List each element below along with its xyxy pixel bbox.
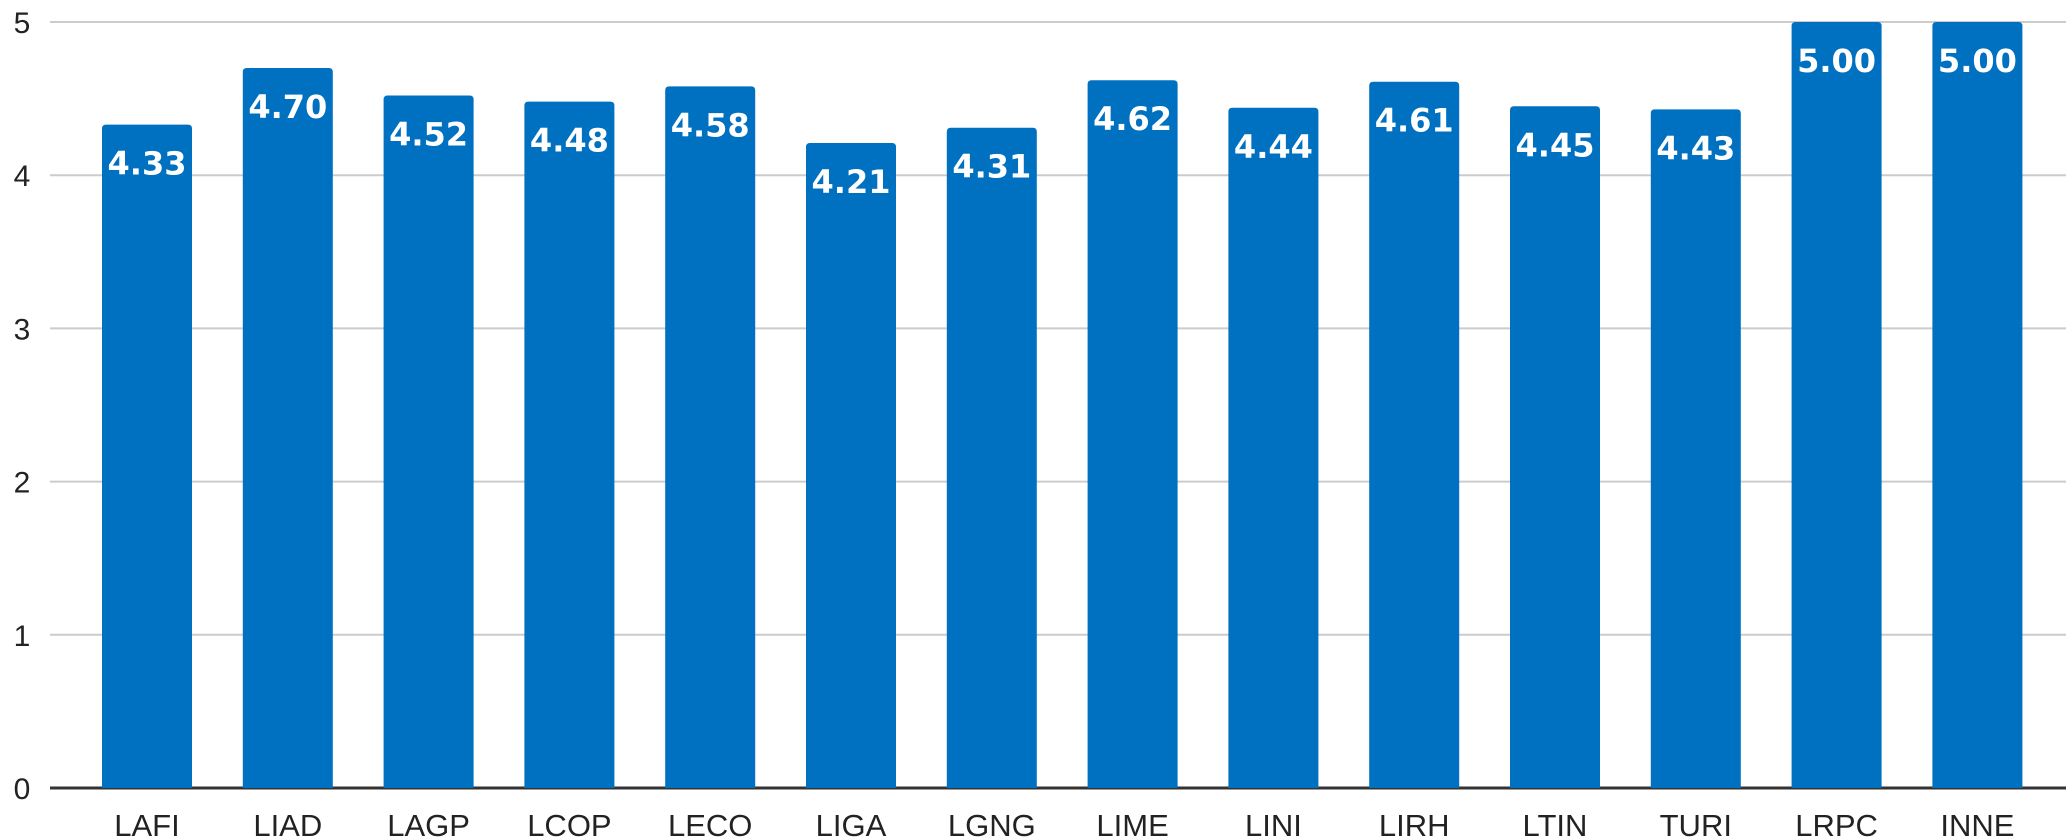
x-tick-label-lgng: LGNG bbox=[948, 808, 1036, 840]
x-tick-label-lafi: LAFI bbox=[114, 808, 179, 840]
y-tick-label: 0 bbox=[14, 773, 31, 806]
data-label-lime: 4.62 bbox=[1093, 100, 1172, 138]
bar-leco bbox=[665, 86, 756, 789]
y-axis-ticks: 0 1 2 3 4 5 bbox=[14, 7, 31, 806]
bar-lafi bbox=[102, 124, 192, 789]
data-label-inne: 5.00 bbox=[1938, 42, 2017, 80]
x-tick-label-lcop: LCOP bbox=[527, 808, 611, 840]
data-label-lini: 4.44 bbox=[1234, 128, 1313, 166]
bar-lrpc bbox=[1791, 22, 1882, 788]
data-label-liad: 4.70 bbox=[248, 88, 327, 126]
x-axis-ticks: LAFI LIAD LAGP LCOP LECO LIGA LGNG LIME LINI LIRH… bbox=[114, 808, 2014, 840]
bar-lcop bbox=[524, 101, 615, 788]
x-tick-label-lini: LINI bbox=[1245, 808, 1302, 840]
x-tick-label-lrpc: LRPC bbox=[1795, 808, 1878, 840]
x-tick-label-turi: TURI bbox=[1660, 808, 1732, 840]
data-label-turi: 4.43 bbox=[1656, 129, 1735, 167]
data-label-liga: 4.21 bbox=[812, 163, 891, 201]
y-tick-label: 5 bbox=[14, 7, 31, 40]
x-tick-label-lime: LIME bbox=[1096, 808, 1168, 840]
bar-liad bbox=[242, 67, 333, 788]
y-tick-label: 4 bbox=[14, 160, 31, 193]
data-label-lcop: 4.48 bbox=[530, 122, 609, 160]
data-label-ltin: 4.45 bbox=[1516, 126, 1595, 164]
data-labels: 4.33 4.70 4.52 4.48 4.58 4.21 4.31 4.62 4.44 4.61… bbox=[108, 42, 2017, 201]
x-tick-label-lagp: LAGP bbox=[387, 808, 470, 840]
y-tick-label: 2 bbox=[14, 467, 31, 500]
bar-inne bbox=[1932, 22, 2023, 788]
x-tick-label-liad: LIAD bbox=[253, 808, 322, 840]
x-tick-label-inne: INNE bbox=[1940, 808, 2014, 840]
y-tick-label: 1 bbox=[14, 620, 31, 653]
data-label-lagp: 4.52 bbox=[389, 116, 468, 154]
x-tick-label-leco: LECO bbox=[668, 808, 752, 840]
data-label-leco: 4.58 bbox=[671, 106, 750, 144]
bar-lirh bbox=[1369, 81, 1460, 789]
x-tick-label-lirh: LIRH bbox=[1379, 808, 1450, 840]
bar-lgng bbox=[946, 127, 1037, 788]
y-tick-label: 3 bbox=[14, 313, 31, 346]
bar-turi bbox=[1650, 109, 1741, 789]
bar-ltin bbox=[1510, 106, 1600, 788]
bar-liga bbox=[806, 143, 896, 788]
data-label-lrpc: 5.00 bbox=[1797, 42, 1876, 80]
bars bbox=[102, 22, 2023, 789]
x-tick-label-liga: LIGA bbox=[816, 808, 887, 840]
data-label-lirh: 4.61 bbox=[1375, 102, 1454, 140]
x-tick-label-ltin: LTIN bbox=[1523, 808, 1588, 840]
bar-lagp bbox=[383, 95, 474, 788]
bar-lime bbox=[1087, 80, 1178, 788]
bar-lini bbox=[1228, 107, 1319, 789]
data-label-lafi: 4.33 bbox=[108, 145, 187, 183]
data-label-lgng: 4.31 bbox=[952, 148, 1031, 186]
gridlines bbox=[50, 21, 2066, 790]
